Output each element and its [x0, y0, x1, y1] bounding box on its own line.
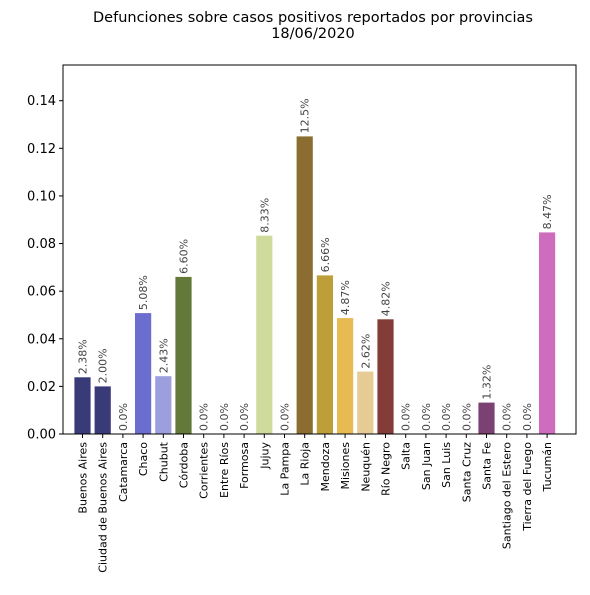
data-label: 0.0% — [238, 403, 251, 431]
data-label: 0.0% — [218, 403, 231, 431]
x-tick-label: Chubut — [157, 441, 170, 482]
bar — [175, 276, 192, 434]
data-label: 0.0% — [460, 403, 473, 431]
x-axis: Buenos Aires Ciudad de Buenos Aires Catama… — [77, 434, 554, 573]
y-tick-label: 0.14 — [27, 94, 56, 109]
y-tick-label: 0.08 — [27, 237, 56, 252]
y-tick-label: 0.06 — [27, 285, 56, 300]
x-tick-label: Santa Cruz — [460, 442, 473, 502]
x-tick-label: La Pampa — [279, 442, 292, 496]
plot-frame — [62, 64, 577, 435]
x-tick-label: San Luis — [440, 442, 453, 488]
bar — [478, 402, 495, 434]
data-label: 2.00% — [97, 348, 110, 383]
bar — [135, 313, 152, 434]
chart-title: Defunciones sobre casos positivos report… — [93, 10, 533, 26]
x-tick-label: Formosa — [238, 442, 251, 489]
data-label: 1.32% — [481, 365, 494, 400]
bar — [74, 377, 91, 434]
data-label: 12.5% — [299, 98, 312, 133]
x-tick-label: Ciudad de Buenos Aires — [97, 442, 110, 573]
data-label: 2.38% — [77, 339, 90, 374]
x-tick-label: Entre Ríos — [218, 442, 231, 498]
data-label: 8.47% — [541, 194, 554, 229]
x-tick-label: Santa Fe — [481, 442, 494, 490]
chart-subtitle: 18/06/2020 — [271, 26, 355, 42]
bar — [337, 318, 354, 434]
x-tick-label: Santiago del Estero — [501, 442, 514, 549]
x-tick-label: Buenos Aires — [77, 442, 90, 514]
x-tick-label: Mendoza — [319, 442, 332, 491]
bar — [357, 371, 374, 434]
data-label: 0.0% — [400, 403, 413, 431]
y-axis: 0.00 0.02 0.04 0.06 0.08 0.10 0.12 0.14 — [27, 94, 63, 443]
x-tick-label: Neuquén — [359, 442, 372, 492]
y-tick-label: 0.00 — [27, 428, 56, 443]
x-tick-label: Tucumán — [541, 442, 554, 492]
data-label: 4.82% — [380, 281, 393, 316]
data-label: 2.43% — [157, 338, 170, 373]
y-tick-label: 0.12 — [27, 142, 56, 157]
x-tick-label: Corrientes — [198, 442, 211, 499]
bar — [155, 376, 172, 434]
data-label: 0.0% — [117, 403, 130, 431]
data-label: 0.0% — [521, 403, 534, 431]
bar — [296, 136, 313, 434]
x-tick-label: Misiones — [339, 442, 352, 490]
x-tick-label: Jujuy — [258, 442, 271, 470]
data-label: 4.87% — [339, 280, 352, 315]
data-label: 2.62% — [359, 334, 372, 369]
bar — [316, 275, 333, 434]
data-label: 0.0% — [501, 403, 514, 431]
data-label: 0.0% — [198, 403, 211, 431]
y-tick-label: 0.10 — [27, 189, 56, 204]
data-label: 0.0% — [279, 403, 292, 431]
y-tick-label: 0.02 — [27, 380, 56, 395]
bar — [539, 232, 556, 434]
bars-group — [74, 136, 556, 434]
x-tick-label: Salta — [400, 442, 413, 470]
data-label: 0.0% — [440, 403, 453, 431]
bar — [256, 235, 273, 434]
x-tick-label: Tierra del Fuego — [521, 442, 534, 532]
x-tick-label: San Juan — [420, 442, 433, 490]
data-label: 6.66% — [319, 237, 332, 272]
data-label: 8.33% — [258, 198, 271, 233]
x-tick-label: Catamarca — [117, 442, 130, 502]
data-label: 0.0% — [420, 403, 433, 431]
x-tick-label: La Rioja — [299, 442, 312, 486]
x-tick-label: Córdoba — [178, 442, 191, 488]
data-labels-group: 2.38% 2.00% 0.0% 5.08% 2.43% 6.60% 0.0% 0.0% 0.0… — [77, 98, 555, 431]
bar — [377, 319, 394, 434]
bar — [94, 386, 111, 434]
data-label: 6.60% — [178, 239, 191, 274]
data-label: 5.08% — [137, 275, 150, 310]
x-tick-label: Chaco — [137, 442, 150, 476]
x-tick-label: Río Negro — [380, 442, 393, 496]
y-tick-label: 0.04 — [27, 332, 56, 347]
